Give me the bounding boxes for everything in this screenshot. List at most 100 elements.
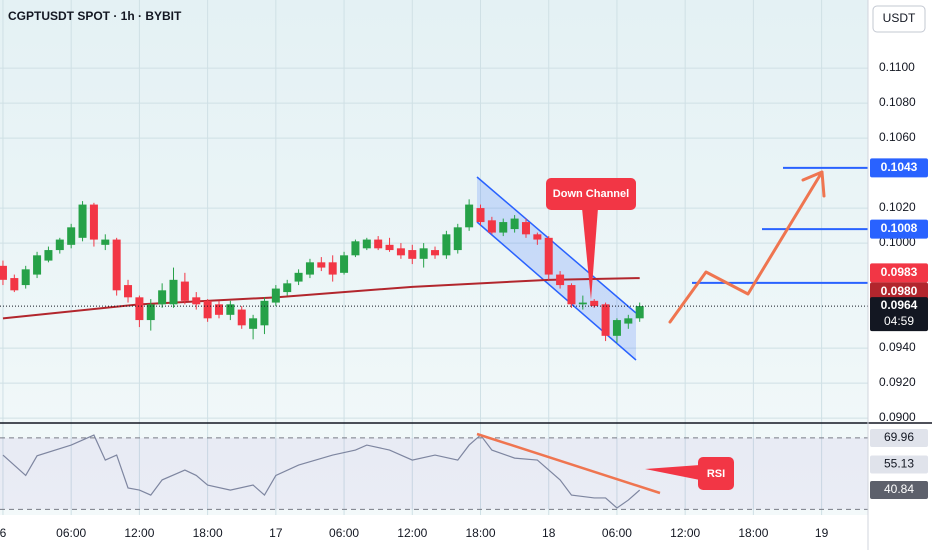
candle-body xyxy=(601,304,610,336)
candle-body xyxy=(351,241,360,256)
price-tag xyxy=(870,158,928,178)
x-tick-label: 12:00 xyxy=(397,526,427,540)
currency-button[interactable] xyxy=(872,5,926,33)
candle-body xyxy=(180,281,189,301)
y-tick-label: 0.1000 xyxy=(879,235,916,249)
candle-body xyxy=(10,278,19,291)
candle-body xyxy=(317,262,326,268)
rsi-line xyxy=(2,434,641,509)
candle-body xyxy=(533,234,542,240)
y-tick-label: 0.1100 xyxy=(879,60,915,74)
candle-body xyxy=(305,262,314,275)
y-tick-label: 0.0900 xyxy=(879,410,916,424)
candle-body xyxy=(487,220,496,233)
candle-body xyxy=(567,285,576,305)
countdown-label: 04:59 xyxy=(884,314,914,328)
candle-body xyxy=(101,239,110,245)
candle-body xyxy=(260,300,269,326)
x-tick-label: 06:00 xyxy=(56,526,86,540)
rsi-tag-label: 40.84 xyxy=(884,482,914,496)
candle-body xyxy=(44,250,53,261)
candle-body xyxy=(124,285,133,298)
plot-background xyxy=(0,0,868,515)
candle-body xyxy=(89,204,98,240)
price-tag xyxy=(870,263,928,283)
candle-body xyxy=(465,204,474,228)
candle-body xyxy=(544,237,553,275)
projection-arrow xyxy=(668,170,826,324)
rsi-band xyxy=(0,437,868,510)
x-tick-label: 19 xyxy=(815,526,829,540)
candle-body xyxy=(431,250,440,256)
time-axis-background xyxy=(0,515,868,550)
rsi-tag xyxy=(870,481,928,500)
price-tag xyxy=(870,219,928,239)
y-tick-label: 0.1060 xyxy=(879,130,916,144)
x-tick-label: 18:00 xyxy=(193,526,223,540)
candle-body xyxy=(112,239,121,291)
candle-body xyxy=(55,239,64,251)
candle-body xyxy=(635,306,644,319)
y-tick-label: 0.1080 xyxy=(879,95,916,109)
symbol-title: CGPTUSDT SPOT · 1h · BYBIT xyxy=(8,9,182,23)
rsi-callout-text: RSI xyxy=(707,468,725,480)
candle-body xyxy=(612,320,621,336)
candle-body xyxy=(237,309,246,326)
candle-body xyxy=(0,265,7,280)
channel-bottom xyxy=(476,221,637,361)
rsi-tag-label: 55.13 xyxy=(884,457,914,471)
candle-body xyxy=(442,234,451,256)
candle-body xyxy=(158,290,167,305)
candle-body xyxy=(203,300,212,319)
candle-body xyxy=(192,297,201,305)
price-tag-label: 0.0980 xyxy=(881,284,918,298)
candle-body xyxy=(249,318,258,329)
rsi-tag xyxy=(870,455,928,474)
rsi-callout-box xyxy=(698,457,734,490)
candle-body xyxy=(453,227,462,251)
candle-body xyxy=(521,222,530,235)
x-tick-label: 06:00 xyxy=(329,526,359,540)
candle-body xyxy=(578,302,587,305)
candle-body xyxy=(556,274,565,286)
callout-text: Down Channel xyxy=(553,188,629,200)
candle-body xyxy=(328,262,337,275)
candle-body xyxy=(271,288,280,303)
candle-body xyxy=(624,318,633,324)
rsi-trendline xyxy=(476,432,661,495)
y-tick-label: 0.1020 xyxy=(879,200,916,214)
rsi-tag xyxy=(870,429,928,448)
current-price-tag xyxy=(870,297,928,332)
x-tick-label: 18 xyxy=(542,526,556,540)
candle-body xyxy=(67,227,76,245)
y-tick-label: 0.0920 xyxy=(879,375,916,389)
candle-body xyxy=(362,239,371,249)
price-tag-label: 0.1008 xyxy=(881,221,918,235)
price-tag-label: 0.1043 xyxy=(881,160,918,174)
candle-body xyxy=(214,304,223,315)
candle-body xyxy=(135,297,144,321)
candle-body xyxy=(226,304,235,315)
candle-body xyxy=(419,248,428,259)
callout-box xyxy=(546,178,636,210)
x-tick-label: 18:00 xyxy=(738,526,768,540)
candle-body xyxy=(33,255,42,275)
candle-body xyxy=(169,279,178,305)
callout-pointer xyxy=(582,208,598,300)
candle-body xyxy=(396,248,405,256)
candle-body xyxy=(510,218,519,230)
candle-body xyxy=(146,304,155,321)
x-tick-label: 17 xyxy=(269,526,283,540)
candle-body xyxy=(408,250,417,259)
candle-body xyxy=(294,272,303,282)
candle-body xyxy=(283,283,292,293)
current-price-label: 0.0964 xyxy=(881,298,918,312)
candle-body xyxy=(499,222,508,233)
x-tick-label: 06:00 xyxy=(602,526,632,540)
price-tag-label: 0.0983 xyxy=(881,265,918,279)
x-tick-label: 6 xyxy=(0,526,7,540)
candle-body xyxy=(385,244,394,251)
price-tag xyxy=(870,282,928,302)
